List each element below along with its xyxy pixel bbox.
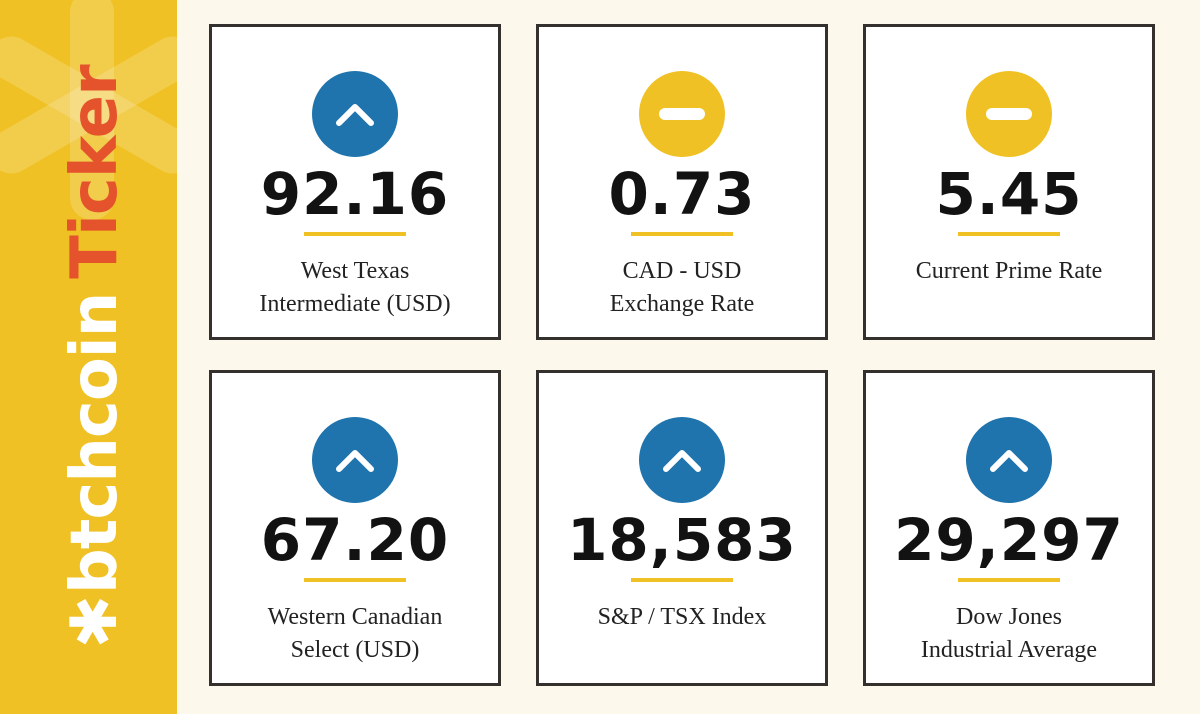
ticker-label: Dow Jones Industrial Average <box>866 601 1152 667</box>
ticker-value: 67.20 <box>260 506 450 574</box>
chevron-up-icon <box>966 417 1052 503</box>
minus-icon <box>966 71 1052 157</box>
chevron-up-icon <box>312 417 398 503</box>
ticker-value: 18,583 <box>567 506 797 574</box>
ticker-label-line: Exchange Rate <box>609 291 755 317</box>
brand-logo-text: btchcoin <box>58 292 132 595</box>
logo-star-icon: ✱ <box>58 596 132 649</box>
ticker-value: 29,297 <box>894 506 1124 574</box>
logo-watermark <box>70 0 114 220</box>
ticker-card: 0.73 CAD - USD Exchange Rate <box>536 24 828 340</box>
divider <box>958 578 1060 582</box>
ticker-label: West Texas Intermediate (USD) <box>212 255 498 321</box>
divider <box>304 232 406 236</box>
ticker-label-line: Dow Jones <box>956 604 1062 630</box>
ticker-label: Current Prime Rate <box>866 255 1152 288</box>
ticker-label: Western Canadian Select (USD) <box>212 601 498 667</box>
ticker-value: 5.45 <box>935 160 1083 228</box>
ticker-label-line: Current Prime Rate <box>915 258 1103 284</box>
ticker-label-line: Intermediate (USD) <box>259 291 451 317</box>
ticker-label-line: Western Canadian <box>267 604 443 630</box>
divider <box>631 578 733 582</box>
ticker-label-line: West Texas <box>300 258 410 284</box>
divider <box>304 578 406 582</box>
brand-title: ✱btchcoin Ticker <box>58 65 132 648</box>
ticker-label-line: Industrial Average <box>920 637 1098 663</box>
minus-icon <box>639 71 725 157</box>
ticker-card: 29,297 Dow Jones Industrial Average <box>863 370 1155 686</box>
chevron-up-icon <box>639 417 725 503</box>
chevron-up-icon <box>312 71 398 157</box>
ticker-card: 67.20 Western Canadian Select (USD) <box>209 370 501 686</box>
ticker-card: 92.16 West Texas Intermediate (USD) <box>209 24 501 340</box>
ticker-card: 5.45 Current Prime Rate <box>863 24 1155 340</box>
ticker-value: 0.73 <box>608 160 756 228</box>
ticker-label-line: S&P / TSX Index <box>597 604 767 630</box>
ticker-card: 18,583 S&P / TSX Index <box>536 370 828 686</box>
ticker-label-line: CAD - USD <box>622 258 742 284</box>
brand-ticker-text: Ticker <box>58 65 132 279</box>
ticker-label: CAD - USD Exchange Rate <box>539 255 825 321</box>
ticker-value: 92.16 <box>260 160 450 228</box>
divider <box>631 232 733 236</box>
ticker-label: S&P / TSX Index <box>539 601 825 634</box>
divider <box>958 232 1060 236</box>
sidebar: ✱btchcoin Ticker <box>0 0 177 714</box>
ticker-label-line: Select (USD) <box>290 637 420 663</box>
